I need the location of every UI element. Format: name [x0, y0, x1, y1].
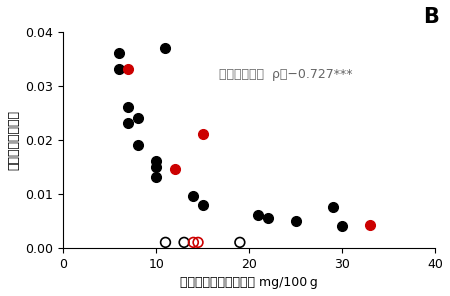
- Point: [162, 240, 169, 245]
- Point: [190, 240, 197, 245]
- Text: B: B: [423, 7, 439, 27]
- Point: [236, 240, 243, 245]
- Point: [153, 175, 160, 180]
- Point: [255, 213, 262, 218]
- Point: [134, 143, 141, 147]
- Point: [153, 159, 160, 164]
- Point: [171, 167, 178, 172]
- Point: [125, 121, 132, 126]
- Point: [329, 205, 337, 210]
- Point: [125, 105, 132, 110]
- Point: [366, 223, 373, 227]
- Point: [190, 194, 197, 199]
- Point: [338, 224, 346, 229]
- Point: [134, 116, 141, 120]
- Point: [115, 67, 122, 72]
- Point: [199, 132, 206, 136]
- Text: 順位相関係数  ρ＝−0.727***: 順位相関係数 ρ＝−0.727***: [220, 68, 353, 81]
- Point: [199, 202, 206, 207]
- Y-axis label: 玄米への移行係数: 玄米への移行係数: [7, 110, 20, 170]
- X-axis label: 土壌の交換性カリ含量 mg/100 g: 土壌の交換性カリ含量 mg/100 g: [180, 276, 318, 289]
- Point: [125, 67, 132, 72]
- Point: [264, 216, 271, 221]
- Point: [180, 240, 188, 245]
- Point: [194, 240, 202, 245]
- Point: [162, 45, 169, 50]
- Point: [115, 51, 122, 55]
- Point: [292, 218, 299, 223]
- Point: [153, 164, 160, 169]
